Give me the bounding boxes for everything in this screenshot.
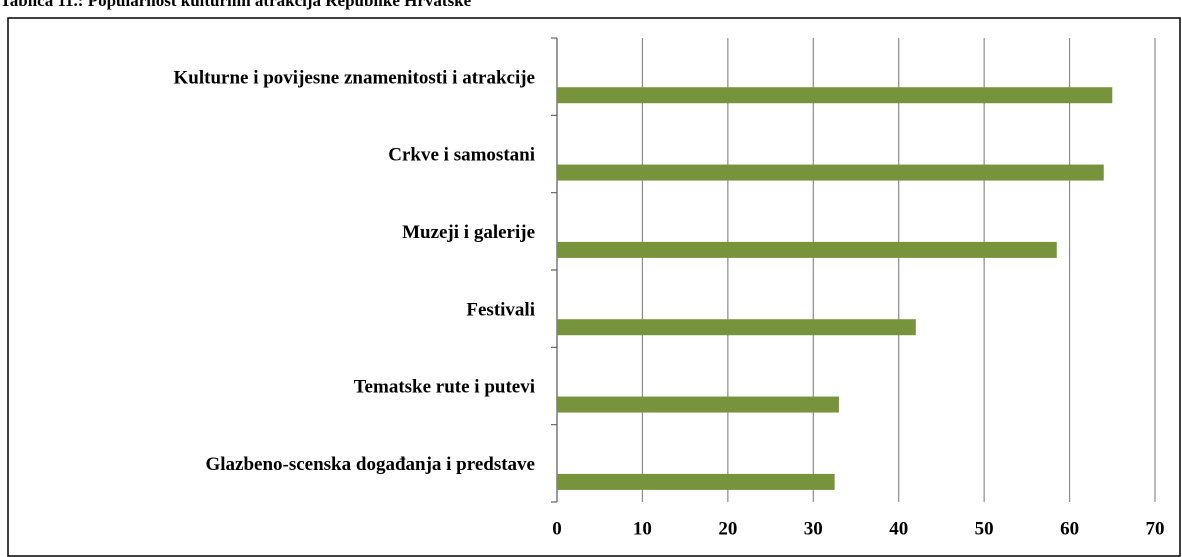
x-tick-label: 10 bbox=[633, 518, 652, 539]
y-tick-label: Festivali bbox=[466, 299, 535, 320]
chart-title: Tablica 11.: Popularnost kulturnih atrak… bbox=[0, 0, 472, 10]
bar bbox=[557, 241, 1057, 258]
y-tick-label: Tematske rute i putevi bbox=[354, 377, 535, 398]
x-tick-label: 60 bbox=[1060, 518, 1079, 539]
y-tick-label: Crkve i samostani bbox=[388, 145, 535, 166]
chart-frame bbox=[7, 17, 1181, 557]
x-tick-label: 30 bbox=[804, 518, 823, 539]
bar bbox=[557, 396, 839, 413]
bar bbox=[557, 87, 1113, 104]
bar bbox=[557, 164, 1104, 181]
y-tick-label: Glazbeno-scenska događanja i predstave bbox=[205, 454, 535, 475]
x-tick-label: 70 bbox=[1146, 518, 1165, 539]
bar bbox=[557, 473, 835, 490]
x-tick-label: 20 bbox=[718, 518, 737, 539]
bar bbox=[557, 319, 916, 336]
y-tick-label: Kulturne i povijesne znamenitosti i atra… bbox=[174, 67, 536, 88]
x-tick-label: 0 bbox=[552, 518, 562, 539]
x-tick-label: 40 bbox=[889, 518, 908, 539]
x-tick-label: 50 bbox=[975, 518, 994, 539]
y-tick-label: Muzeji i galerije bbox=[402, 222, 535, 243]
